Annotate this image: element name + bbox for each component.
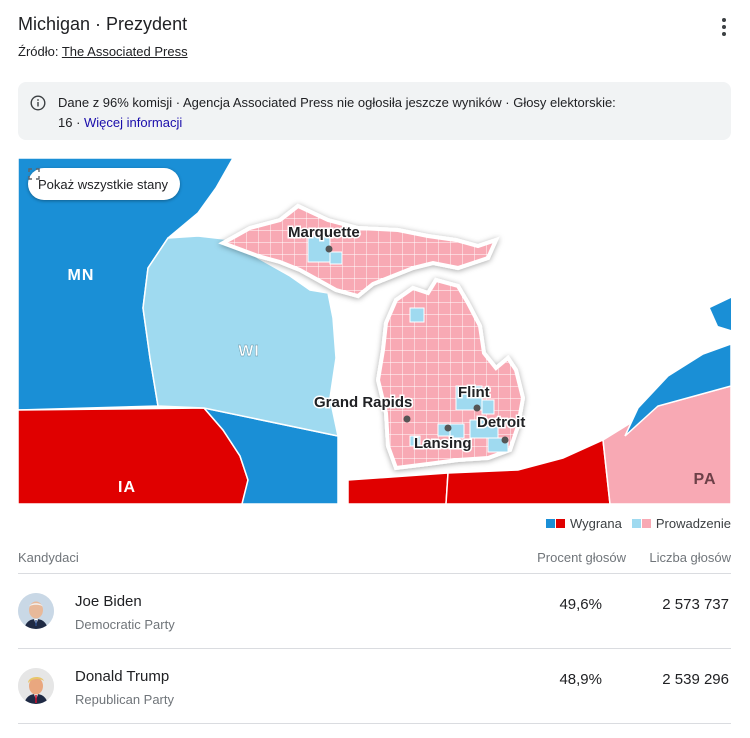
- legend-swatch-win-blue: [545, 519, 555, 528]
- notice-body: Dane z 96% komisji · Agencja Associated …: [58, 95, 616, 130]
- more-options-icon[interactable]: [712, 14, 736, 40]
- candidate-photo-icon: [18, 593, 54, 629]
- show-all-label: Pokaż wszystkie stany: [38, 176, 169, 192]
- state-label-wi: WI: [238, 343, 260, 360]
- legend-win-label: Wygrana: [569, 516, 622, 531]
- city-marker-grand-rapids: [403, 415, 411, 423]
- divider: [18, 723, 731, 724]
- state-il: [201, 406, 339, 504]
- col-header-percent: Procent głosów: [537, 550, 626, 565]
- vote-percent: 48,9%: [559, 671, 602, 688]
- col-header-candidates: Kandydaci: [18, 550, 79, 565]
- avatar: [18, 668, 54, 704]
- avatar: [18, 593, 54, 629]
- vote-percent: 49,6%: [559, 596, 602, 613]
- map-legend: Wygrana Prowadzenie: [545, 516, 731, 531]
- expand-icon: [28, 168, 40, 180]
- vote-count: 2 539 296: [662, 671, 729, 688]
- results-notice: Dane z 96% komisji · Agencja Associated …: [18, 82, 731, 140]
- city-label-grand-rapids: Grand Rapids: [314, 394, 412, 411]
- source-line: Źródło: The Associated Press: [18, 44, 188, 59]
- source-link[interactable]: The Associated Press: [61, 44, 188, 59]
- legend-swatch-win-red: [555, 519, 565, 528]
- state-label-ia: IA: [118, 479, 136, 496]
- vote-count: 2 573 737: [662, 596, 729, 613]
- candidate-name: Joe Biden: [75, 593, 142, 610]
- legend-swatch-lead-red: [641, 519, 651, 528]
- show-all-states-button[interactable]: Pokaż wszystkie stany: [28, 168, 181, 200]
- legend-lead-label: Prowadzenie: [655, 516, 731, 531]
- city-marker-marquette: [325, 245, 333, 253]
- map-canvas: MN WI IA PA Marquette Grand Rapids Flint…: [18, 158, 731, 504]
- state-label-mn: MN: [68, 267, 95, 284]
- notice-text: Dane z 96% komisji · Agencja Associated …: [58, 93, 618, 133]
- state-in: [347, 472, 449, 504]
- city-label-detroit: Detroit: [477, 414, 525, 431]
- city-marker-detroit: [501, 436, 509, 444]
- candidate-name: Donald Trump: [75, 668, 170, 685]
- state-mi[interactable]: [218, 203, 526, 471]
- page-title: Michigan · Prezydent: [18, 14, 188, 34]
- state-ny: [624, 343, 731, 437]
- city-label-marquette: Marquette: [288, 224, 360, 241]
- legend-swatch-lead-blue: [631, 519, 641, 528]
- city-marker-flint: [473, 404, 481, 412]
- canada-east: [710, 298, 731, 330]
- source-label: Źródło:: [18, 44, 59, 59]
- city-marker-lansing: [444, 424, 452, 432]
- divider: [18, 573, 731, 574]
- candidate-party: Republican Party: [75, 692, 174, 707]
- col-header-votes: Liczba głosów: [649, 550, 731, 565]
- election-map[interactable]: MN WI IA PA Marquette Grand Rapids Flint…: [18, 158, 731, 504]
- state-wi: [142, 235, 339, 437]
- city-label-flint: Flint: [458, 384, 490, 401]
- candidate-photo-icon: [18, 668, 54, 704]
- divider: [18, 648, 731, 649]
- info-icon: [30, 95, 46, 111]
- city-label-lansing: Lansing: [414, 435, 472, 452]
- candidate-party: Democratic Party: [75, 617, 175, 632]
- state-label-pa: PA: [693, 471, 716, 488]
- more-info-link[interactable]: Więcej informacji: [84, 115, 183, 130]
